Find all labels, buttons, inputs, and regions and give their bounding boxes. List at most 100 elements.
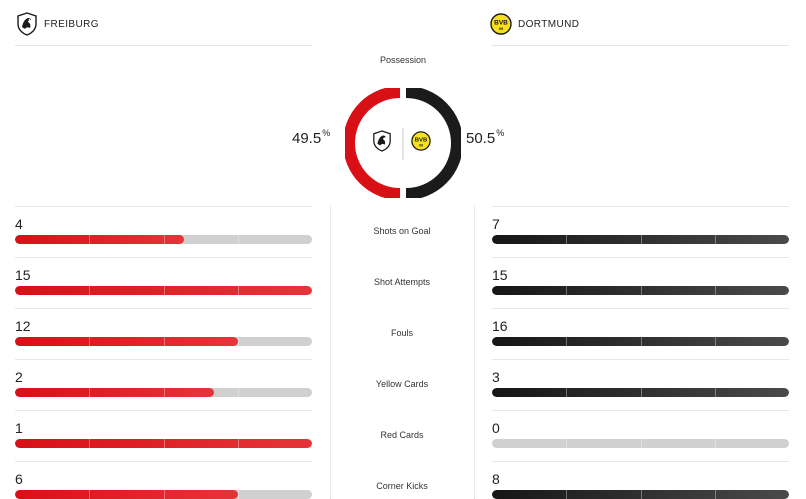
bar-segment-tick xyxy=(566,490,568,499)
bar-segment-tick xyxy=(89,286,91,295)
row-divider xyxy=(15,461,312,462)
bar-segment-tick xyxy=(640,286,642,295)
stat-row-shot-attempts: 15 Shot Attempts 15 xyxy=(0,257,806,308)
home-stat-bar xyxy=(15,388,312,397)
row-divider xyxy=(492,257,789,258)
row-divider xyxy=(15,359,312,360)
bar-segment-tick xyxy=(714,235,716,244)
bar-segment-tick xyxy=(640,490,642,499)
home-stat-bar xyxy=(15,286,312,295)
svg-text:09: 09 xyxy=(419,143,423,147)
row-divider xyxy=(492,206,789,207)
stats-list: 4 Shots on Goal 7 15 Shot Attempts 15 12… xyxy=(0,206,806,499)
match-header: FREIBURG BVB 09 DORTMUND xyxy=(0,0,806,46)
stat-label: Shot Attempts xyxy=(373,277,431,287)
header-divider-right xyxy=(492,45,789,46)
home-team-name: FREIBURG xyxy=(44,18,99,30)
column-divider-left xyxy=(330,206,331,499)
bar-segment-tick xyxy=(163,490,165,499)
away-stat-value: 16 xyxy=(492,318,508,334)
bar-segment-tick xyxy=(163,235,165,244)
row-divider xyxy=(15,308,312,309)
row-divider xyxy=(492,308,789,309)
home-stat-bar-fill xyxy=(15,286,312,295)
home-stat-bar-fill xyxy=(15,439,312,448)
stat-row-shots-on-goal: 4 Shots on Goal 7 xyxy=(0,206,806,257)
stat-row-yellow-cards: 2 Yellow Cards 3 xyxy=(0,359,806,410)
dortmund-crest-icon: BVB 09 xyxy=(490,13,512,35)
stat-label: Fouls xyxy=(390,328,413,338)
home-stat-value: 1 xyxy=(15,420,23,436)
away-stat-bar xyxy=(492,286,789,295)
bar-segment-tick xyxy=(714,337,716,346)
bar-segment-tick xyxy=(237,439,239,448)
home-stat-value: 15 xyxy=(15,267,31,283)
dortmund-crest-icon: BVB 09 xyxy=(411,131,431,151)
header-divider-left xyxy=(15,45,312,46)
bar-segment-tick xyxy=(163,337,165,346)
bar-segment-tick xyxy=(640,337,642,346)
away-stat-value: 3 xyxy=(492,369,500,385)
bar-segment-tick xyxy=(640,439,642,448)
bar-segment-tick xyxy=(237,235,239,244)
bar-segment-tick xyxy=(566,337,568,346)
stat-label: Shots on Goal xyxy=(373,226,431,236)
stat-label: Yellow Cards xyxy=(375,379,429,389)
away-stat-bar-fill xyxy=(492,235,789,244)
row-divider xyxy=(15,410,312,411)
away-stat-value: 7 xyxy=(492,216,500,232)
home-stat-bar-fill xyxy=(15,388,214,397)
row-divider xyxy=(492,359,789,360)
bar-segment-tick xyxy=(237,388,239,397)
row-divider xyxy=(15,206,312,207)
home-stat-bar xyxy=(15,337,312,346)
svg-text:09: 09 xyxy=(499,26,504,31)
bar-segment-tick xyxy=(237,286,239,295)
row-divider xyxy=(492,410,789,411)
away-stat-bar xyxy=(492,490,789,499)
home-possession-value: 49.5% xyxy=(292,128,331,147)
bar-segment-tick xyxy=(89,490,91,499)
away-stat-bar-fill xyxy=(492,337,789,346)
freiburg-crest-icon xyxy=(17,12,37,36)
stat-row-red-cards: 1 Red Cards 0 xyxy=(0,410,806,461)
away-stat-value: 15 xyxy=(492,267,508,283)
bar-segment-tick xyxy=(566,388,568,397)
away-stat-value: 8 xyxy=(492,471,500,487)
bar-segment-tick xyxy=(640,235,642,244)
row-divider xyxy=(492,461,789,462)
home-stat-value: 6 xyxy=(15,471,23,487)
bar-segment-tick xyxy=(714,388,716,397)
bar-segment-tick xyxy=(237,490,239,499)
away-possession-arc xyxy=(405,88,461,198)
freiburg-crest-icon xyxy=(373,130,391,152)
possession-donut-chart xyxy=(345,88,461,198)
away-stat-bar-fill xyxy=(492,490,789,499)
stat-row-corner-kicks: 6 Corner Kicks 8 xyxy=(0,461,806,499)
stat-row-fouls: 12 Fouls 16 xyxy=(0,308,806,359)
bar-segment-tick xyxy=(640,388,642,397)
away-stat-bar xyxy=(492,235,789,244)
bar-segment-tick xyxy=(566,439,568,448)
home-stat-bar-fill xyxy=(15,235,185,244)
home-stat-value: 12 xyxy=(15,318,31,334)
bar-segment-tick xyxy=(566,286,568,295)
bar-segment-tick xyxy=(89,235,91,244)
home-stat-bar xyxy=(15,439,312,448)
home-stat-bar xyxy=(15,490,312,499)
stat-label: Red Cards xyxy=(380,430,424,440)
away-team[interactable]: BVB 09 DORTMUND xyxy=(490,12,579,36)
away-stat-bar xyxy=(492,439,789,448)
bar-segment-tick xyxy=(163,286,165,295)
home-stat-bar-fill xyxy=(15,337,238,346)
bar-segment-tick xyxy=(237,337,239,346)
home-team[interactable]: FREIBURG xyxy=(16,12,99,36)
home-stat-value: 2 xyxy=(15,369,23,385)
svg-text:BVB: BVB xyxy=(494,20,508,27)
bar-segment-tick xyxy=(714,490,716,499)
home-stat-value: 4 xyxy=(15,216,23,232)
home-possession-arc xyxy=(345,88,401,198)
away-possession-value: 50.5% xyxy=(466,128,505,147)
row-divider xyxy=(15,257,312,258)
stat-label: Corner Kicks xyxy=(376,481,428,491)
